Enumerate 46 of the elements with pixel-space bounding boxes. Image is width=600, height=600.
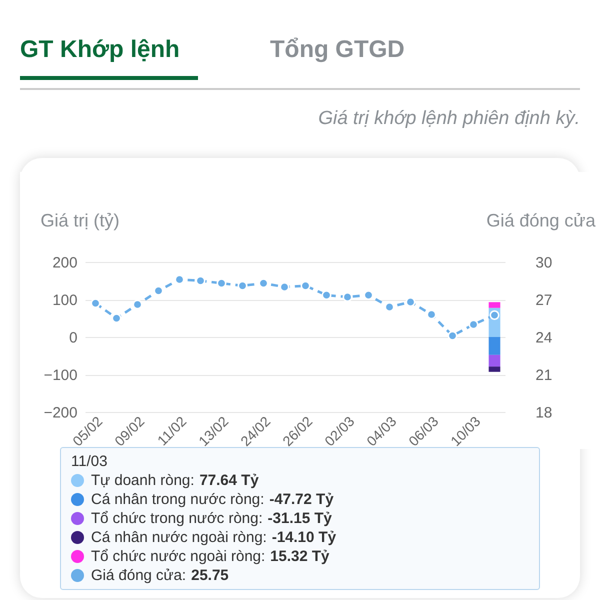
point	[468, 320, 478, 330]
point	[132, 300, 142, 310]
text: 77.64 Tỷ	[199, 472, 259, 489]
text: -31.15 Tỷ	[268, 510, 332, 527]
point	[342, 292, 352, 302]
point	[490, 310, 500, 320]
point	[90, 298, 100, 308]
point	[406, 297, 416, 307]
legend-label: Tổ chức trong nước ròng:	[91, 510, 263, 527]
legend-label: Tự doanh ròng:	[91, 472, 194, 489]
y2-tick-label: 21	[536, 367, 552, 384]
y2-tick-label: 18	[536, 404, 552, 422]
y2-tick-label: 24	[536, 330, 552, 346]
point	[384, 302, 394, 312]
y-tick-label: 0	[69, 330, 78, 346]
point	[112, 313, 122, 324]
text: GT Khớp lệnh	[20, 30, 198, 80]
y-tick-label: −200	[44, 404, 78, 422]
legend-label: Cá nhân nước ngoài ròng:	[91, 529, 267, 546]
y-tick-label: 100	[52, 292, 78, 309]
legend-label: Giá đóng cửa:	[91, 567, 186, 584]
point	[174, 274, 184, 284]
legend-label: Cá nhân trong nước ròng:	[91, 491, 264, 508]
text: 25.75	[191, 567, 229, 584]
point	[300, 280, 310, 291]
point	[448, 330, 458, 341]
point	[258, 278, 268, 288]
point	[426, 310, 436, 320]
point	[280, 282, 290, 292]
legend-label: Tổ chức nước ngoài ròng:	[91, 548, 266, 565]
point	[216, 278, 226, 288]
y2-tick-label: 30	[536, 254, 552, 272]
y2-tick-label: 27	[536, 292, 552, 309]
text: -47.72 Tỷ	[269, 491, 334, 508]
point	[154, 286, 164, 296]
point	[238, 280, 248, 291]
text: Tổng GTGD	[270, 35, 405, 65]
text: 15.32 Tỷ	[270, 548, 330, 565]
text: -14.10 Tỷ	[272, 529, 336, 546]
y-tick-label: −100	[44, 367, 78, 384]
chart-subtitle: Giá trị khớp lệnh phiên định kỳ.	[318, 108, 580, 130]
y-axis-title: Giá trị (tỷ)	[40, 210, 120, 230]
text: 11/03	[71, 452, 108, 471]
point	[196, 276, 206, 286]
y-tick-label: 200	[52, 254, 78, 272]
y2-axis-title: Giá đóng cửa	[486, 210, 596, 230]
